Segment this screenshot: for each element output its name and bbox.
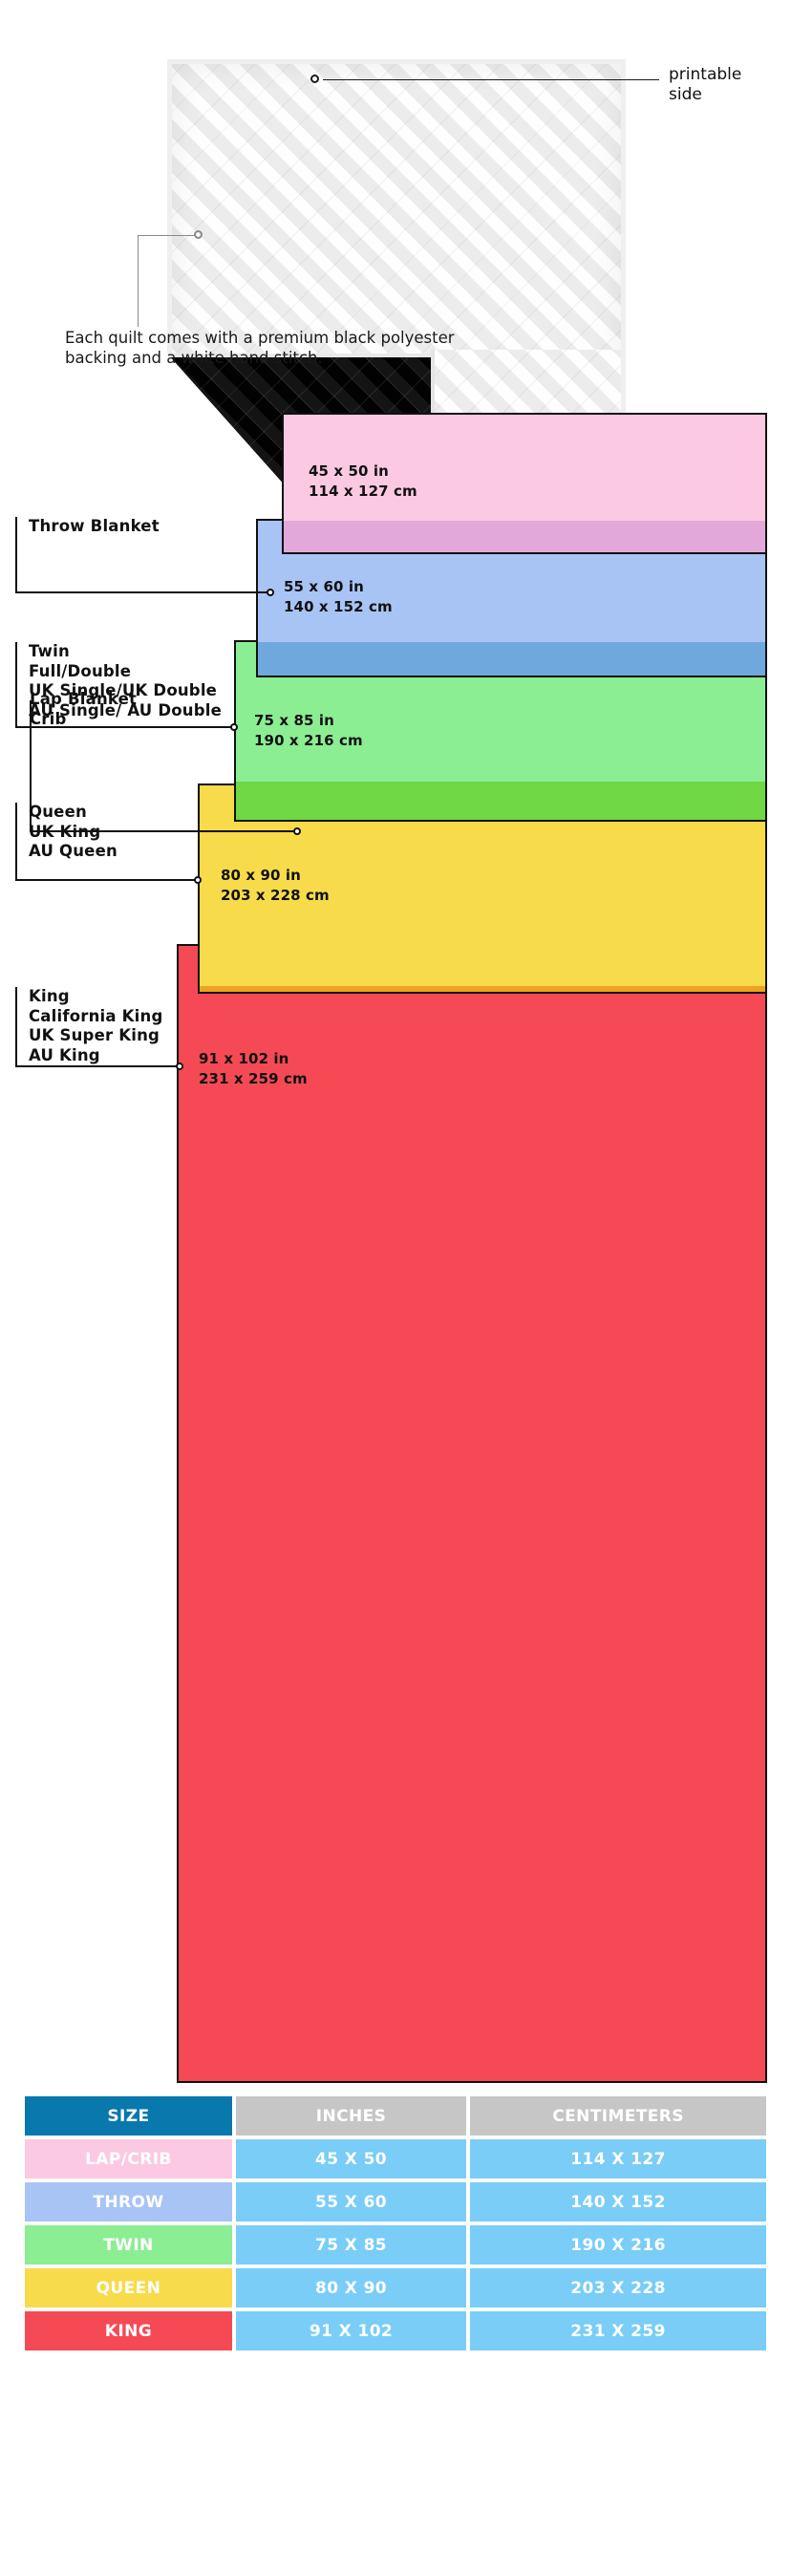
callout-horizontal-lap-crib (30, 830, 295, 832)
table-cell-size-twin: TWIN (25, 2225, 232, 2265)
table-row: THROW 55 X 60 140 X 152 (25, 2182, 766, 2222)
callout-dot-twin (230, 723, 238, 731)
size-dimension-throw-inches: 55 x 60 in (284, 578, 364, 595)
printable-side-label: printable side (669, 65, 742, 104)
black-backing-marker-dot (194, 230, 203, 239)
size-dimension-twin-cm: 190 x 216 cm (254, 732, 363, 749)
table-cell-centimeters-throw: 140 X 152 (470, 2182, 766, 2222)
size-label-throw: Throw Blanket (29, 517, 160, 535)
callout-horizontal-king (15, 1065, 178, 1067)
table-cell-size-throw: THROW (25, 2182, 232, 2222)
callout-horizontal-throw (15, 591, 268, 593)
callout-dot-queen (194, 876, 202, 884)
callout-horizontal-twin (15, 726, 232, 728)
table-cell-inches-throw: 55 X 60 (235, 2182, 467, 2222)
table-cell-inches-queen: 80 X 90 (235, 2268, 467, 2308)
size-dimension-twin-inches: 75 x 85 in (254, 712, 334, 729)
callout-dot-king (176, 1063, 183, 1070)
table-cell-centimeters-lap-crib: 114 X 127 (470, 2139, 766, 2179)
black-backing-leader-horizontal (138, 235, 196, 236)
size-dimension-lap-crib-inches: 45 x 50 in (309, 462, 389, 480)
table-cell-centimeters-king: 231 X 259 (470, 2311, 766, 2351)
size-dimension-lap-crib-cm: 114 x 127 cm (309, 483, 417, 500)
callout-vertical-queen (15, 803, 17, 879)
table-cell-inches-king: 91 X 102 (235, 2311, 467, 2351)
callout-vertical-king (15, 987, 17, 1065)
table-row: QUEEN 80 X 90 203 X 228 (25, 2268, 766, 2308)
size-label-twin: Twin Full/Double UK Single/UK Double AU … (29, 642, 222, 719)
size-dimension-queen-inches: 80 x 90 in (221, 867, 301, 884)
table-cell-size-king: KING (25, 2311, 232, 2351)
size-rect-king (177, 944, 767, 2083)
size-chart-table: SIZE INCHES CENTIMETERS LAP/CRIB 45 X 50… (21, 2093, 770, 2354)
table-header-size: SIZE (25, 2096, 232, 2136)
callout-vertical-throw (15, 517, 17, 591)
black-backing-leader-vertical (138, 235, 139, 327)
table-row: TWIN 75 X 85 190 X 216 (25, 2225, 766, 2265)
size-dimension-queen-cm: 203 x 228 cm (221, 887, 330, 904)
table-row: LAP/CRIB 45 X 50 114 X 127 (25, 2139, 766, 2179)
table-cell-centimeters-queen: 203 X 228 (470, 2268, 766, 2308)
table-cell-size-lap-crib: LAP/CRIB (25, 2139, 232, 2179)
size-label-queen: Queen UK King AU Queen (29, 803, 118, 860)
table-header-centimeters: CENTIMETERS (470, 2096, 766, 2136)
size-dimension-throw-cm: 140 x 152 cm (284, 598, 393, 615)
size-dimension-king-inches: 91 x 102 in (199, 1050, 289, 1067)
table-cell-centimeters-twin: 190 X 216 (470, 2225, 766, 2265)
size-dimension-king-cm: 231 x 259 cm (199, 1070, 308, 1087)
table-cell-inches-twin: 75 X 85 (235, 2225, 467, 2265)
callout-vertical-lap-crib (30, 700, 32, 830)
size-label-lap-crib: Lap Blanket Crib (30, 690, 138, 728)
printable-side-marker-dot (310, 75, 319, 83)
size-rect-lap-crib (282, 413, 767, 521)
table-header-row: SIZE INCHES CENTIMETERS (25, 2096, 766, 2136)
size-label-king: King California King UK Super King AU Ki… (29, 987, 163, 1064)
printable-side-leader-line (323, 79, 659, 80)
table-cell-inches-lap-crib: 45 X 50 (235, 2139, 467, 2179)
callout-dot-throw (267, 589, 274, 596)
table-header-inches: INCHES (235, 2096, 467, 2136)
table-cell-size-queen: QUEEN (25, 2268, 232, 2308)
callout-dot-lap-crib (293, 827, 301, 835)
quilt-caption: Each quilt comes with a premium black po… (65, 329, 455, 367)
callout-horizontal-queen (15, 879, 196, 881)
callout-vertical-twin (15, 642, 17, 726)
table-row: KING 91 X 102 231 X 259 (25, 2311, 766, 2351)
